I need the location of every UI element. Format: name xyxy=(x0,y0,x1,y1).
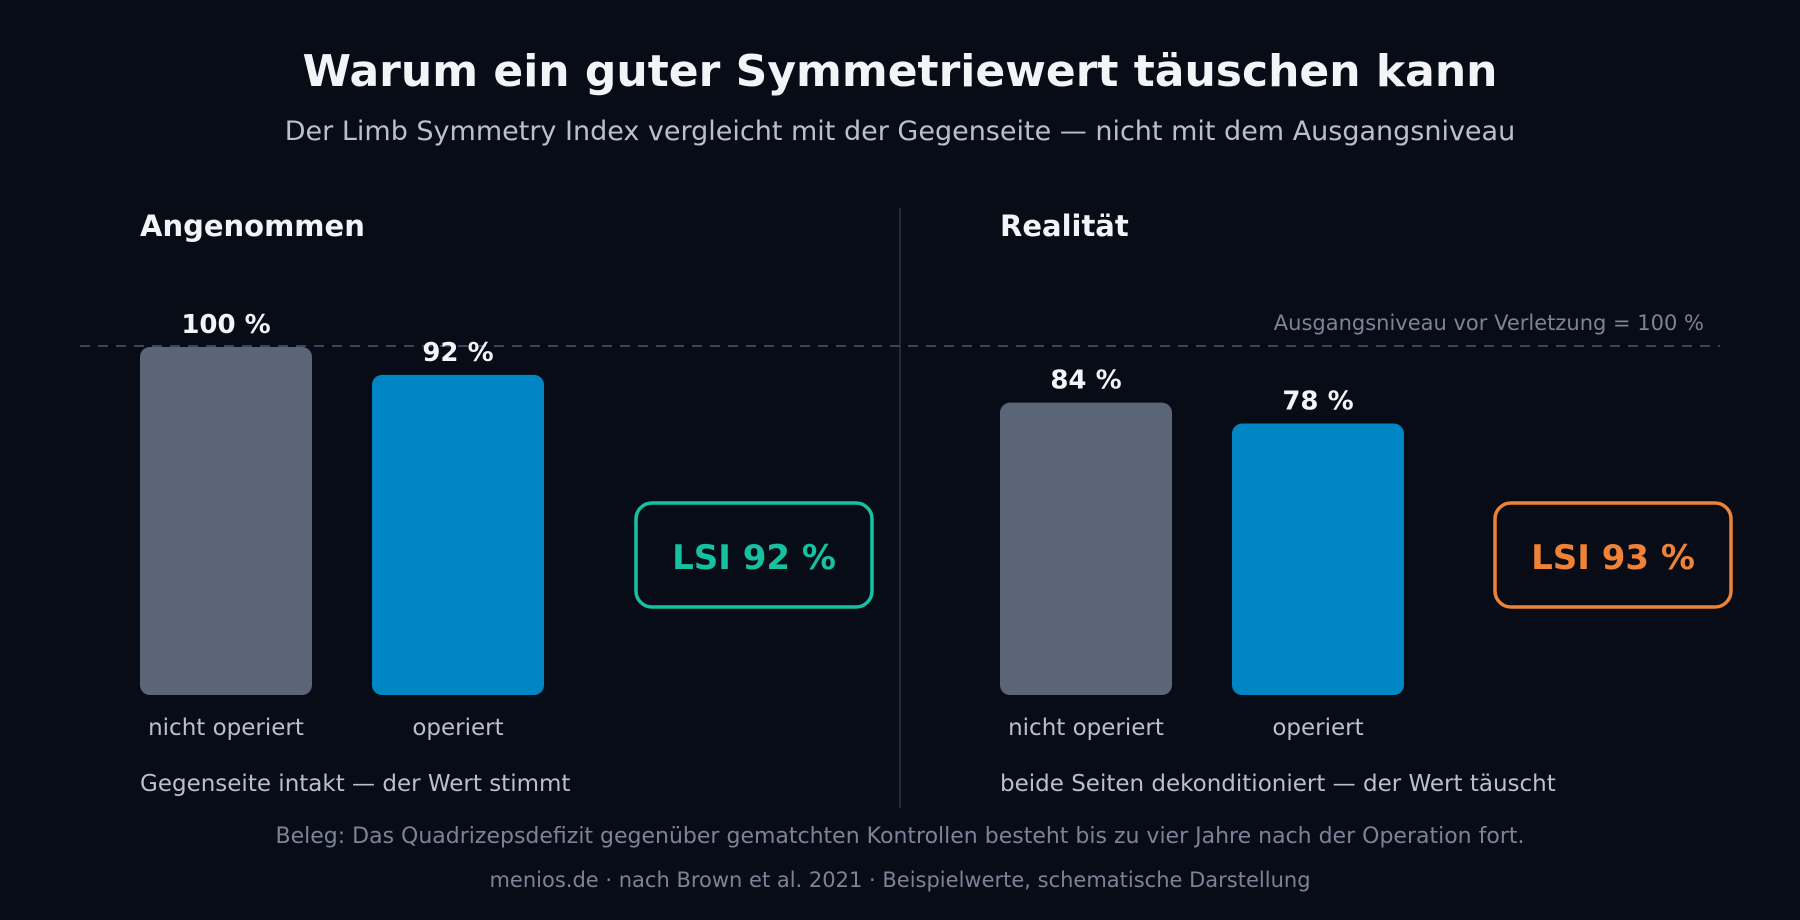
panel-caption-reality: beide Seiten dekonditioniert — der Wert … xyxy=(1000,771,1556,797)
bars-layer: 100 % nicht operiert 92 % operiert 84 % nicht… xyxy=(140,310,1404,741)
lsi-badge-reality-label: LSI 93 % xyxy=(1531,538,1695,578)
chart-subtitle: Der Limb Symmetry Index vergleicht mit d… xyxy=(285,116,1515,147)
panel-caption-assumed: Gegenseite intakt — der Wert stimmt xyxy=(140,771,570,797)
bar-assumed-contralateral-category-label: nicht operiert xyxy=(148,715,304,741)
bar-assumed-operated xyxy=(372,374,544,695)
evidence-note: Beleg: Das Quadrizepsdefizit gegenüber g… xyxy=(276,824,1525,849)
bar-assumed-operated-value-label: 92 % xyxy=(422,338,493,368)
lsi-badge-reality: LSI 93 % xyxy=(1493,501,1733,609)
baseline-label: Ausgangsniveau vor Verletzung = 100 % xyxy=(1274,311,1704,335)
bar-reality-contralateral xyxy=(1000,402,1172,695)
lsi-badge-assumed-frame xyxy=(634,501,874,609)
lsi-badge-assumed: LSI 92 % xyxy=(634,501,874,609)
bar-reality-operated-category-label: operiert xyxy=(1272,715,1363,741)
bar-assumed-contralateral-value-label: 100 % xyxy=(181,310,270,340)
bar-reality-operated-value-label: 78 % xyxy=(1282,387,1353,417)
source-note: menios.de · nach Brown et al. 2021 · Bei… xyxy=(489,868,1310,892)
bar-assumed-operated-category-label: operiert xyxy=(412,715,503,741)
panel-title-assumed: Angenommen xyxy=(140,209,365,243)
bar-reality-contralateral-value-label: 84 % xyxy=(1050,366,1121,396)
lsi-badge-reality-frame xyxy=(1493,501,1733,609)
bar-assumed-contralateral xyxy=(140,347,312,695)
bar-reality-operated xyxy=(1232,423,1404,695)
chart-title: Warum ein guter Symmetriewert täuschen k… xyxy=(303,46,1498,97)
bar-reality-contralateral-category-label: nicht operiert xyxy=(1008,715,1164,741)
panel-title-reality: Realität xyxy=(1000,209,1129,243)
lsi-badge-assumed-label: LSI 92 % xyxy=(672,538,836,578)
